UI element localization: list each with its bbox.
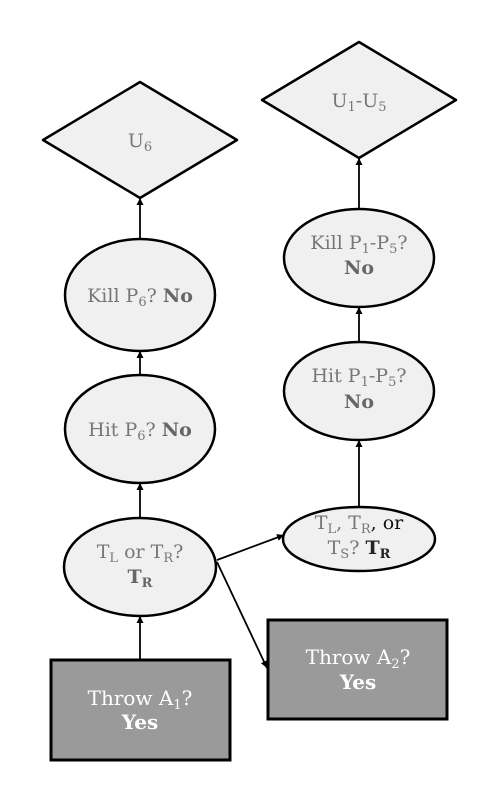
node-hit-p1p5: Hit P1-P5? No: [282, 340, 436, 442]
tl-tr-ts-ellipse: [281, 505, 437, 573]
edge-tl-tr-to-tl-tr-ts: [216, 534, 285, 561]
kill-p6-label: Kill P6? No: [87, 285, 193, 310]
u6-diamond: [41, 80, 239, 200]
tl-tr-ellipse: [62, 516, 218, 618]
hit-p1p5-answer: No: [344, 391, 374, 413]
kill-p6-ellipse: [63, 237, 217, 353]
throw-a2-answer: Yes: [339, 670, 377, 694]
edge-tl-tr-to-throw-a2: [216, 561, 268, 669]
node-tl-tr: TL or TR? TR: [62, 516, 218, 618]
node-u1u5: U1-U5: [260, 40, 458, 160]
u1u5-label: U1-U5: [331, 90, 386, 115]
kill-p1p5-answer: No: [344, 257, 374, 279]
node-kill-p6: Kill P6? No: [63, 237, 217, 353]
hit-p1p5-ellipse: [282, 340, 436, 442]
node-throw-a1: Throw A1? Yes: [49, 658, 232, 762]
tl-tr-ts-line2: TS? TR: [328, 537, 391, 562]
u6-label: U6: [128, 130, 152, 155]
tl-tr-question: TL or TR?: [97, 541, 184, 566]
throw-a1-question: Throw A1?: [88, 686, 193, 713]
node-kill-p1p5: Kill P1-P5? No: [282, 207, 436, 309]
throw-a1-box: [49, 658, 232, 762]
throw-a2-question: Throw A2?: [306, 645, 411, 672]
node-hit-p6: Hit P6? No: [63, 373, 217, 485]
tl-tr-ts-line1: TL, TR, or: [315, 512, 404, 537]
u1u5-diamond: [260, 40, 458, 160]
throw-a1-answer: Yes: [121, 710, 159, 734]
node-throw-a2: Throw A2? Yes: [266, 618, 449, 721]
hit-p1p5-question: Hit P1-P5?: [311, 365, 406, 390]
kill-p1p5-ellipse: [282, 207, 436, 309]
hit-p6-label: Hit P6? No: [88, 419, 192, 444]
hit-p6-ellipse: [63, 373, 217, 485]
tl-tr-answer: TR: [128, 566, 153, 591]
throw-a2-box: [266, 618, 449, 721]
kill-p1p5-question: Kill P1-P5?: [310, 232, 407, 257]
node-u6: U6: [41, 80, 239, 200]
node-tl-tr-ts: TL, TR, or TS? TR: [281, 505, 437, 573]
